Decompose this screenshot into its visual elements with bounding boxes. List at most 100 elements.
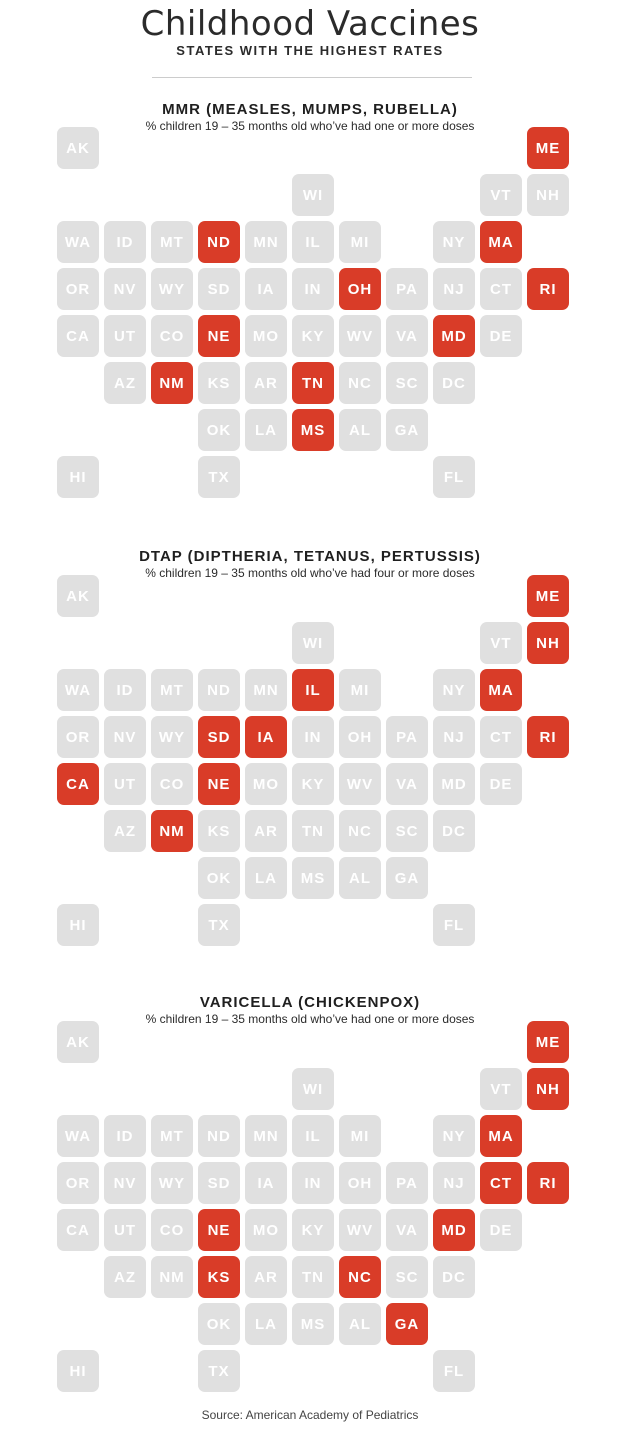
state-tile-nh: NH bbox=[527, 1068, 569, 1110]
state-tile-nm: NM bbox=[151, 1256, 193, 1298]
state-tile-sc: SC bbox=[386, 362, 428, 404]
state-tile-de: DE bbox=[480, 763, 522, 805]
state-tile-id: ID bbox=[104, 221, 146, 263]
state-tile-fl: FL bbox=[433, 456, 475, 498]
state-tile-ks: KS bbox=[198, 362, 240, 404]
state-tile-ne: NE bbox=[198, 315, 240, 357]
state-tile-de: DE bbox=[480, 315, 522, 357]
state-tile-nd: ND bbox=[198, 221, 240, 263]
state-tile-ny: NY bbox=[433, 1115, 475, 1157]
state-tile-sc: SC bbox=[386, 1256, 428, 1298]
state-tile-fl: FL bbox=[433, 904, 475, 946]
state-tile-ut: UT bbox=[104, 315, 146, 357]
state-tile-va: VA bbox=[386, 315, 428, 357]
state-tile-sd: SD bbox=[198, 716, 240, 758]
state-tile-ca: CA bbox=[57, 315, 99, 357]
state-tile-in: IN bbox=[292, 268, 334, 310]
state-tile-ct: CT bbox=[480, 716, 522, 758]
state-tile-nd: ND bbox=[198, 669, 240, 711]
state-tile-vt: VT bbox=[480, 622, 522, 664]
state-tile-ca: CA bbox=[57, 1209, 99, 1251]
state-tile-al: AL bbox=[339, 1303, 381, 1345]
state-tile-me: ME bbox=[527, 1021, 569, 1063]
state-tile-ok: OK bbox=[198, 857, 240, 899]
section-note-varicella: % children 19 – 35 months old who’ve had… bbox=[145, 1012, 475, 1026]
state-tile-mt: MT bbox=[151, 221, 193, 263]
state-tile-pa: PA bbox=[386, 1162, 428, 1204]
state-tile-nj: NJ bbox=[433, 1162, 475, 1204]
state-tile-oh: OH bbox=[339, 1162, 381, 1204]
state-tile-nc: NC bbox=[339, 810, 381, 852]
state-tile-id: ID bbox=[104, 669, 146, 711]
state-tile-oh: OH bbox=[339, 268, 381, 310]
page-title: Childhood Vaccines bbox=[140, 4, 480, 44]
state-tile-mt: MT bbox=[151, 669, 193, 711]
state-tile-md: MD bbox=[433, 1209, 475, 1251]
state-tile-az: AZ bbox=[104, 1256, 146, 1298]
state-tile-ct: CT bbox=[480, 1162, 522, 1204]
state-tile-la: LA bbox=[245, 1303, 287, 1345]
state-tile-il: IL bbox=[292, 221, 334, 263]
state-tile-al: AL bbox=[339, 857, 381, 899]
state-tile-or: OR bbox=[57, 268, 99, 310]
state-tile-wy: WY bbox=[151, 1162, 193, 1204]
state-tile-ma: MA bbox=[480, 669, 522, 711]
state-tile-vt: VT bbox=[480, 174, 522, 216]
state-tile-il: IL bbox=[292, 669, 334, 711]
state-tile-ar: AR bbox=[245, 1256, 287, 1298]
state-tile-ct: CT bbox=[480, 268, 522, 310]
state-tile-mo: MO bbox=[245, 763, 287, 805]
state-tile-az: AZ bbox=[104, 810, 146, 852]
state-tile-tx: TX bbox=[198, 904, 240, 946]
state-tile-ne: NE bbox=[198, 763, 240, 805]
state-tile-nv: NV bbox=[104, 716, 146, 758]
state-tile-ri: RI bbox=[527, 716, 569, 758]
state-tile-tx: TX bbox=[198, 456, 240, 498]
source-note: Source: American Academy of Pediatrics bbox=[201, 1408, 419, 1422]
state-tile-hi: HI bbox=[57, 1350, 99, 1392]
state-tile-de: DE bbox=[480, 1209, 522, 1251]
state-tile-va: VA bbox=[386, 1209, 428, 1251]
state-tile-mi: MI bbox=[339, 669, 381, 711]
section-title-varicella: VARICELLA (CHICKENPOX) bbox=[199, 994, 421, 1011]
state-tile-la: LA bbox=[245, 857, 287, 899]
state-tile-ky: KY bbox=[292, 315, 334, 357]
state-tile-va: VA bbox=[386, 763, 428, 805]
state-tile-ut: UT bbox=[104, 1209, 146, 1251]
state-tile-ia: IA bbox=[245, 716, 287, 758]
state-tile-wv: WV bbox=[339, 1209, 381, 1251]
page-subtitle: STATES WITH THE HIGHEST RATES bbox=[176, 43, 444, 58]
state-tile-ak: AK bbox=[57, 127, 99, 169]
state-tile-ut: UT bbox=[104, 763, 146, 805]
state-tile-nh: NH bbox=[527, 174, 569, 216]
state-tile-wv: WV bbox=[339, 763, 381, 805]
state-tile-ar: AR bbox=[245, 362, 287, 404]
state-tile-ms: MS bbox=[292, 1303, 334, 1345]
state-tile-wy: WY bbox=[151, 268, 193, 310]
state-tile-wa: WA bbox=[57, 1115, 99, 1157]
state-tile-co: CO bbox=[151, 1209, 193, 1251]
state-tile-il: IL bbox=[292, 1115, 334, 1157]
state-tile-az: AZ bbox=[104, 362, 146, 404]
state-tile-mn: MN bbox=[245, 221, 287, 263]
state-tile-mo: MO bbox=[245, 1209, 287, 1251]
state-tile-hi: HI bbox=[57, 456, 99, 498]
state-tile-sd: SD bbox=[198, 1162, 240, 1204]
state-tile-ak: AK bbox=[57, 575, 99, 617]
state-tile-ia: IA bbox=[245, 1162, 287, 1204]
state-tile-ma: MA bbox=[480, 1115, 522, 1157]
state-tile-nd: ND bbox=[198, 1115, 240, 1157]
state-tile-or: OR bbox=[57, 716, 99, 758]
state-tile-ok: OK bbox=[198, 409, 240, 451]
state-tile-mi: MI bbox=[339, 1115, 381, 1157]
state-tile-ga: GA bbox=[386, 1303, 428, 1345]
state-tile-wa: WA bbox=[57, 669, 99, 711]
state-tile-wy: WY bbox=[151, 716, 193, 758]
state-tile-ne: NE bbox=[198, 1209, 240, 1251]
state-tile-nh: NH bbox=[527, 622, 569, 664]
state-tile-in: IN bbox=[292, 716, 334, 758]
state-tile-ky: KY bbox=[292, 1209, 334, 1251]
state-tile-la: LA bbox=[245, 409, 287, 451]
state-tile-ms: MS bbox=[292, 409, 334, 451]
state-tile-mo: MO bbox=[245, 315, 287, 357]
